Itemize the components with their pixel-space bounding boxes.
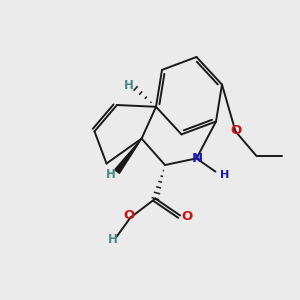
Polygon shape	[115, 139, 142, 173]
Text: H: H	[124, 79, 134, 92]
Text: O: O	[230, 124, 242, 137]
Text: H: H	[106, 167, 115, 181]
Text: H: H	[220, 170, 229, 180]
Text: O: O	[123, 208, 135, 222]
Text: N: N	[191, 152, 203, 166]
Text: H: H	[108, 233, 118, 246]
Text: O: O	[181, 210, 192, 224]
